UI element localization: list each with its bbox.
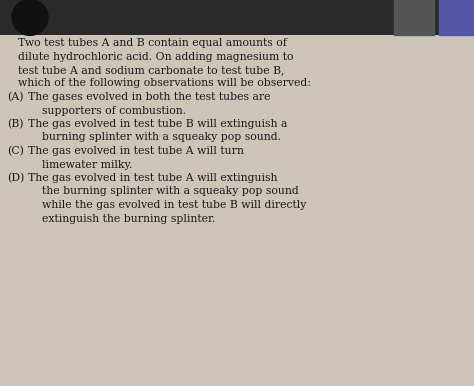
Text: The gas evolved in test tube A will extinguish: The gas evolved in test tube A will exti…: [28, 173, 277, 183]
Text: dilute hydrochloric acid. On adding magnesium to: dilute hydrochloric acid. On adding magn…: [18, 51, 293, 61]
Text: the burning splinter with a squeaky pop sound: the burning splinter with a squeaky pop …: [28, 186, 299, 196]
Bar: [0, 0, 474, 35]
Text: (B): (B): [7, 119, 24, 129]
Text: The gas evolved in test tube A will turn: The gas evolved in test tube A will turn: [28, 146, 244, 156]
Text: which of the following observations will be observed:: which of the following observations will…: [18, 78, 311, 88]
Text: The gas evolved in test tube B will extinguish a: The gas evolved in test tube B will exti…: [28, 119, 287, 129]
Bar: [394, 0, 434, 35]
Text: burning splinter with a squeaky pop sound.: burning splinter with a squeaky pop soun…: [28, 132, 281, 142]
Text: (C): (C): [7, 146, 24, 156]
Text: test tube A and sodium carbonate to test tube B,: test tube A and sodium carbonate to test…: [18, 65, 284, 75]
Text: supporters of combustion.: supporters of combustion.: [28, 105, 186, 115]
Text: limewater milky.: limewater milky.: [28, 159, 133, 169]
Text: The gases evolved in both the test tubes are: The gases evolved in both the test tubes…: [28, 92, 271, 102]
Bar: [439, 0, 474, 35]
Text: extinguish the burning splinter.: extinguish the burning splinter.: [28, 213, 215, 223]
Circle shape: [12, 0, 48, 36]
Text: Two test tubes A and B contain equal amounts of: Two test tubes A and B contain equal amo…: [18, 38, 287, 48]
Text: (D): (D): [7, 173, 24, 183]
Text: (A): (A): [7, 92, 24, 102]
Text: while the gas evolved in test tube B will directly: while the gas evolved in test tube B wil…: [28, 200, 306, 210]
